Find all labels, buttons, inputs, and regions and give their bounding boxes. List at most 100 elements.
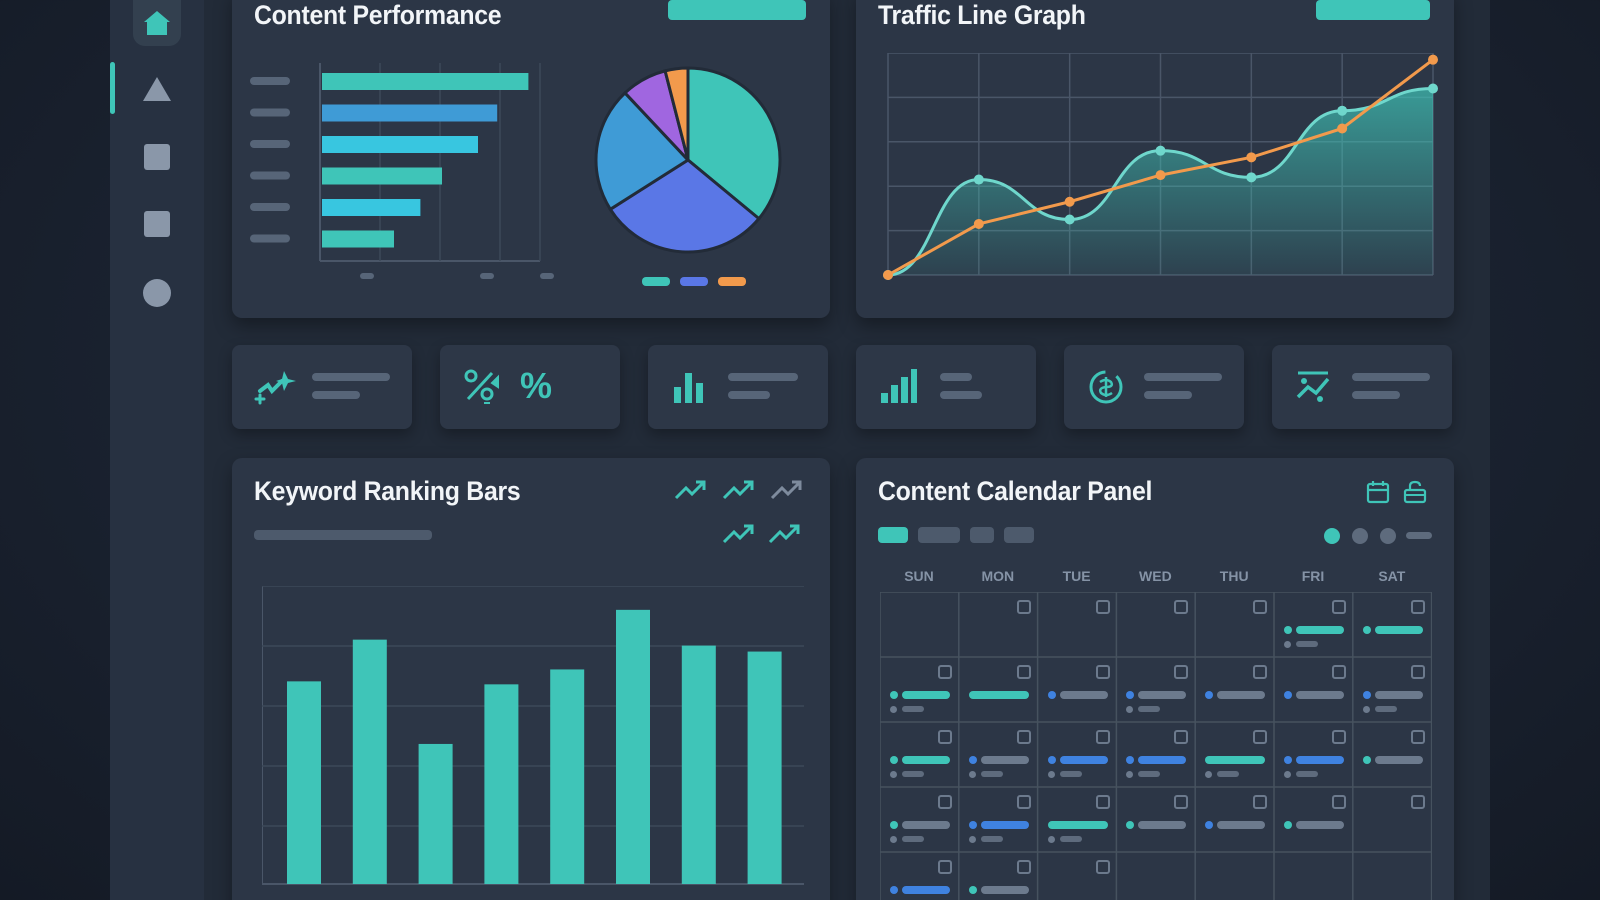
event-checkbox[interactable] xyxy=(1174,730,1189,744)
calendar-event[interactable] xyxy=(1047,821,1108,829)
event-checkbox[interactable] xyxy=(938,795,952,809)
event-checkbox[interactable] xyxy=(1016,795,1031,809)
event-dot xyxy=(1362,756,1371,764)
event-checkbox[interactable] xyxy=(1332,730,1346,744)
calendar-event[interactable] xyxy=(968,691,1029,699)
event-checkbox[interactable] xyxy=(1016,730,1031,744)
calendar-event[interactable] xyxy=(1205,756,1266,764)
view-tab-active[interactable] xyxy=(878,527,908,543)
stat-value-line xyxy=(312,391,360,399)
event-checkbox[interactable] xyxy=(1410,665,1425,679)
calendar-event[interactable] xyxy=(902,756,950,764)
pager-dot[interactable] xyxy=(1352,528,1368,544)
stat-card-4[interactable] xyxy=(856,345,1036,429)
view-tab[interactable] xyxy=(970,527,994,543)
event-checkbox[interactable] xyxy=(1095,795,1110,809)
calendar-event[interactable] xyxy=(1217,821,1266,829)
calendar-event[interactable] xyxy=(980,886,1029,894)
stat-card-6[interactable] xyxy=(1272,345,1452,429)
content-performance-panel: Content Performance xyxy=(232,0,830,318)
calendar-event[interactable] xyxy=(1374,691,1423,699)
calendar-event[interactable] xyxy=(1059,691,1108,699)
calendar-event[interactable] xyxy=(980,756,1029,764)
sidebar-item-home[interactable] xyxy=(133,0,181,46)
stat-value-line xyxy=(728,391,770,399)
calendar-event[interactable] xyxy=(1138,821,1187,829)
event-checkbox[interactable] xyxy=(1095,600,1110,614)
calendar-event-secondary xyxy=(1296,771,1318,777)
panel-title: Content Performance xyxy=(254,0,502,30)
calendar-event[interactable] xyxy=(1296,756,1344,764)
circle-icon[interactable] xyxy=(142,278,172,308)
stat-label-line xyxy=(1352,373,1430,381)
event-checkbox[interactable] xyxy=(1253,730,1268,744)
stat-card-1[interactable] xyxy=(232,345,412,429)
calendar-event[interactable] xyxy=(902,886,950,894)
subtitle-placeholder xyxy=(254,530,432,540)
calendar-event[interactable] xyxy=(1374,756,1423,764)
calendar-event[interactable] xyxy=(1296,626,1344,634)
event-checkbox[interactable] xyxy=(1174,600,1189,614)
legend-indigo xyxy=(680,277,708,286)
trend-up-icon[interactable] xyxy=(722,522,756,546)
stat-card-3[interactable] xyxy=(648,345,828,429)
event-checkbox[interactable] xyxy=(938,665,952,679)
calendar-event[interactable] xyxy=(1374,626,1423,634)
stat-card-2[interactable]: % xyxy=(440,345,620,429)
triangle-icon[interactable] xyxy=(142,76,172,102)
calendar-icon[interactable] xyxy=(1366,480,1390,504)
pager-dot[interactable] xyxy=(1380,528,1396,544)
trend-up-icon[interactable] xyxy=(768,522,802,546)
view-tab[interactable] xyxy=(1004,527,1034,543)
trend-up-icon[interactable] xyxy=(722,478,756,502)
calendar-event[interactable] xyxy=(1296,691,1344,699)
event-dot xyxy=(890,771,897,778)
bar xyxy=(322,167,442,185)
event-checkbox[interactable] xyxy=(1332,600,1346,614)
event-dot xyxy=(1362,706,1370,713)
event-checkbox[interactable] xyxy=(1095,665,1110,679)
calendar-event[interactable] xyxy=(980,821,1029,829)
event-checkbox[interactable] xyxy=(1174,795,1189,809)
square-icon[interactable] xyxy=(143,210,171,238)
calendar-event[interactable] xyxy=(902,691,950,699)
panel-action-button[interactable] xyxy=(1316,0,1430,20)
event-checkbox[interactable] xyxy=(1410,730,1425,744)
orange-point xyxy=(1064,196,1075,207)
calendar-event[interactable] xyxy=(1217,691,1266,699)
view-tab[interactable] xyxy=(918,527,960,543)
square-icon[interactable] xyxy=(143,143,171,171)
event-checkbox[interactable] xyxy=(1253,795,1268,809)
event-checkbox[interactable] xyxy=(1016,860,1031,874)
event-checkbox[interactable] xyxy=(1332,795,1346,809)
trend-up-icon[interactable] xyxy=(770,478,804,502)
pie-slice xyxy=(663,66,690,161)
event-checkbox[interactable] xyxy=(1410,600,1425,614)
event-dot xyxy=(1205,691,1214,699)
event-dot xyxy=(968,821,977,829)
event-checkbox[interactable] xyxy=(1016,600,1031,614)
calendar-event[interactable] xyxy=(1138,756,1187,764)
pager-dot-active[interactable] xyxy=(1324,528,1340,544)
event-checkbox[interactable] xyxy=(1410,795,1425,809)
calendar-event-secondary xyxy=(902,706,924,712)
calendar-event[interactable] xyxy=(1059,756,1108,764)
lock-icon[interactable] xyxy=(1403,480,1427,504)
event-checkbox[interactable] xyxy=(1095,730,1110,744)
event-checkbox[interactable] xyxy=(1016,665,1031,679)
event-checkbox[interactable] xyxy=(938,730,952,744)
event-checkbox[interactable] xyxy=(938,860,952,874)
calendar-event[interactable] xyxy=(1138,691,1187,699)
event-checkbox[interactable] xyxy=(1174,665,1189,679)
x-tick-label xyxy=(540,273,554,279)
event-dot xyxy=(1047,771,1055,778)
stat-card-5[interactable] xyxy=(1064,345,1244,429)
event-checkbox[interactable] xyxy=(1253,600,1268,614)
calendar-event[interactable] xyxy=(1296,821,1344,829)
event-checkbox[interactable] xyxy=(1095,860,1110,874)
panel-action-button[interactable] xyxy=(668,0,806,20)
trend-up-icon[interactable] xyxy=(674,478,708,502)
event-checkbox[interactable] xyxy=(1332,665,1346,679)
event-checkbox[interactable] xyxy=(1253,665,1268,679)
calendar-event[interactable] xyxy=(902,821,950,829)
